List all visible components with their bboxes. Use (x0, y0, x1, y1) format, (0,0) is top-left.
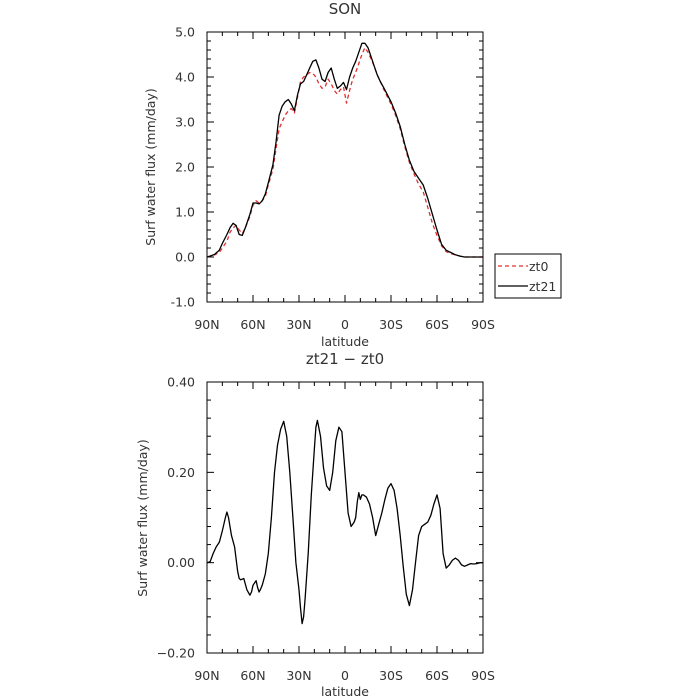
y-tick-label: 2.0 (175, 160, 195, 175)
x-tick-label: 60N (240, 317, 265, 332)
chart-son: SON latitude Surf water flux (mm/day) 90… (143, 0, 495, 349)
legend-label-zt0: zt0 (529, 259, 548, 274)
legend: zt0 zt21 (494, 253, 562, 299)
y-axis-label: Surf water flux (mm/day) (143, 88, 158, 245)
x-tick-label: 90N (194, 668, 219, 683)
plot-frame (206, 31, 484, 303)
y-tick-label: 0.40 (167, 375, 195, 390)
x-tick-label: 60N (240, 668, 265, 683)
x-tick-label: 60S (425, 317, 449, 332)
x-tick-label: 0 (341, 317, 349, 332)
chart-difference: zt21 − zt0 latitude Surf water flux (mm/… (135, 350, 495, 699)
x-tick-label: 30N (286, 317, 311, 332)
x-axis-label: latitude (321, 684, 369, 699)
x-axis-label: latitude (321, 334, 369, 349)
chart-title: zt21 − zt0 (306, 350, 384, 368)
y-axis-label: Surf water flux (mm/day) (135, 439, 150, 596)
series-line-zt21 (206, 42, 483, 258)
x-tick-label: 60S (425, 668, 449, 683)
x-tick-label: 30N (286, 668, 311, 683)
x-tick-label: 0 (341, 668, 349, 683)
chart-title: SON (329, 0, 362, 18)
y-tick-label: 1.0 (175, 205, 195, 220)
y-tick-label: 0.20 (167, 465, 195, 480)
y-tick-label: 5.0 (175, 25, 195, 40)
series-line-zt0 (206, 47, 483, 258)
legend-label-zt21: zt21 (529, 279, 556, 294)
x-tick-label: 30S (379, 317, 403, 332)
y-tick-label: 0.0 (175, 250, 195, 265)
y-tick-label: 4.0 (175, 70, 195, 85)
x-tick-label: 30S (379, 668, 403, 683)
series-line-difference (206, 419, 483, 625)
y-tick-label: −0.20 (157, 646, 195, 661)
y-tick-label: 0.00 (167, 555, 195, 570)
x-tick-label: 90S (471, 317, 495, 332)
x-tick-label: 90N (194, 317, 219, 332)
x-tick-label: 90S (471, 668, 495, 683)
plot-frame (206, 381, 484, 654)
legend-box (494, 253, 562, 299)
y-tick-label: -1.0 (171, 295, 195, 310)
y-tick-label: 3.0 (175, 115, 195, 130)
